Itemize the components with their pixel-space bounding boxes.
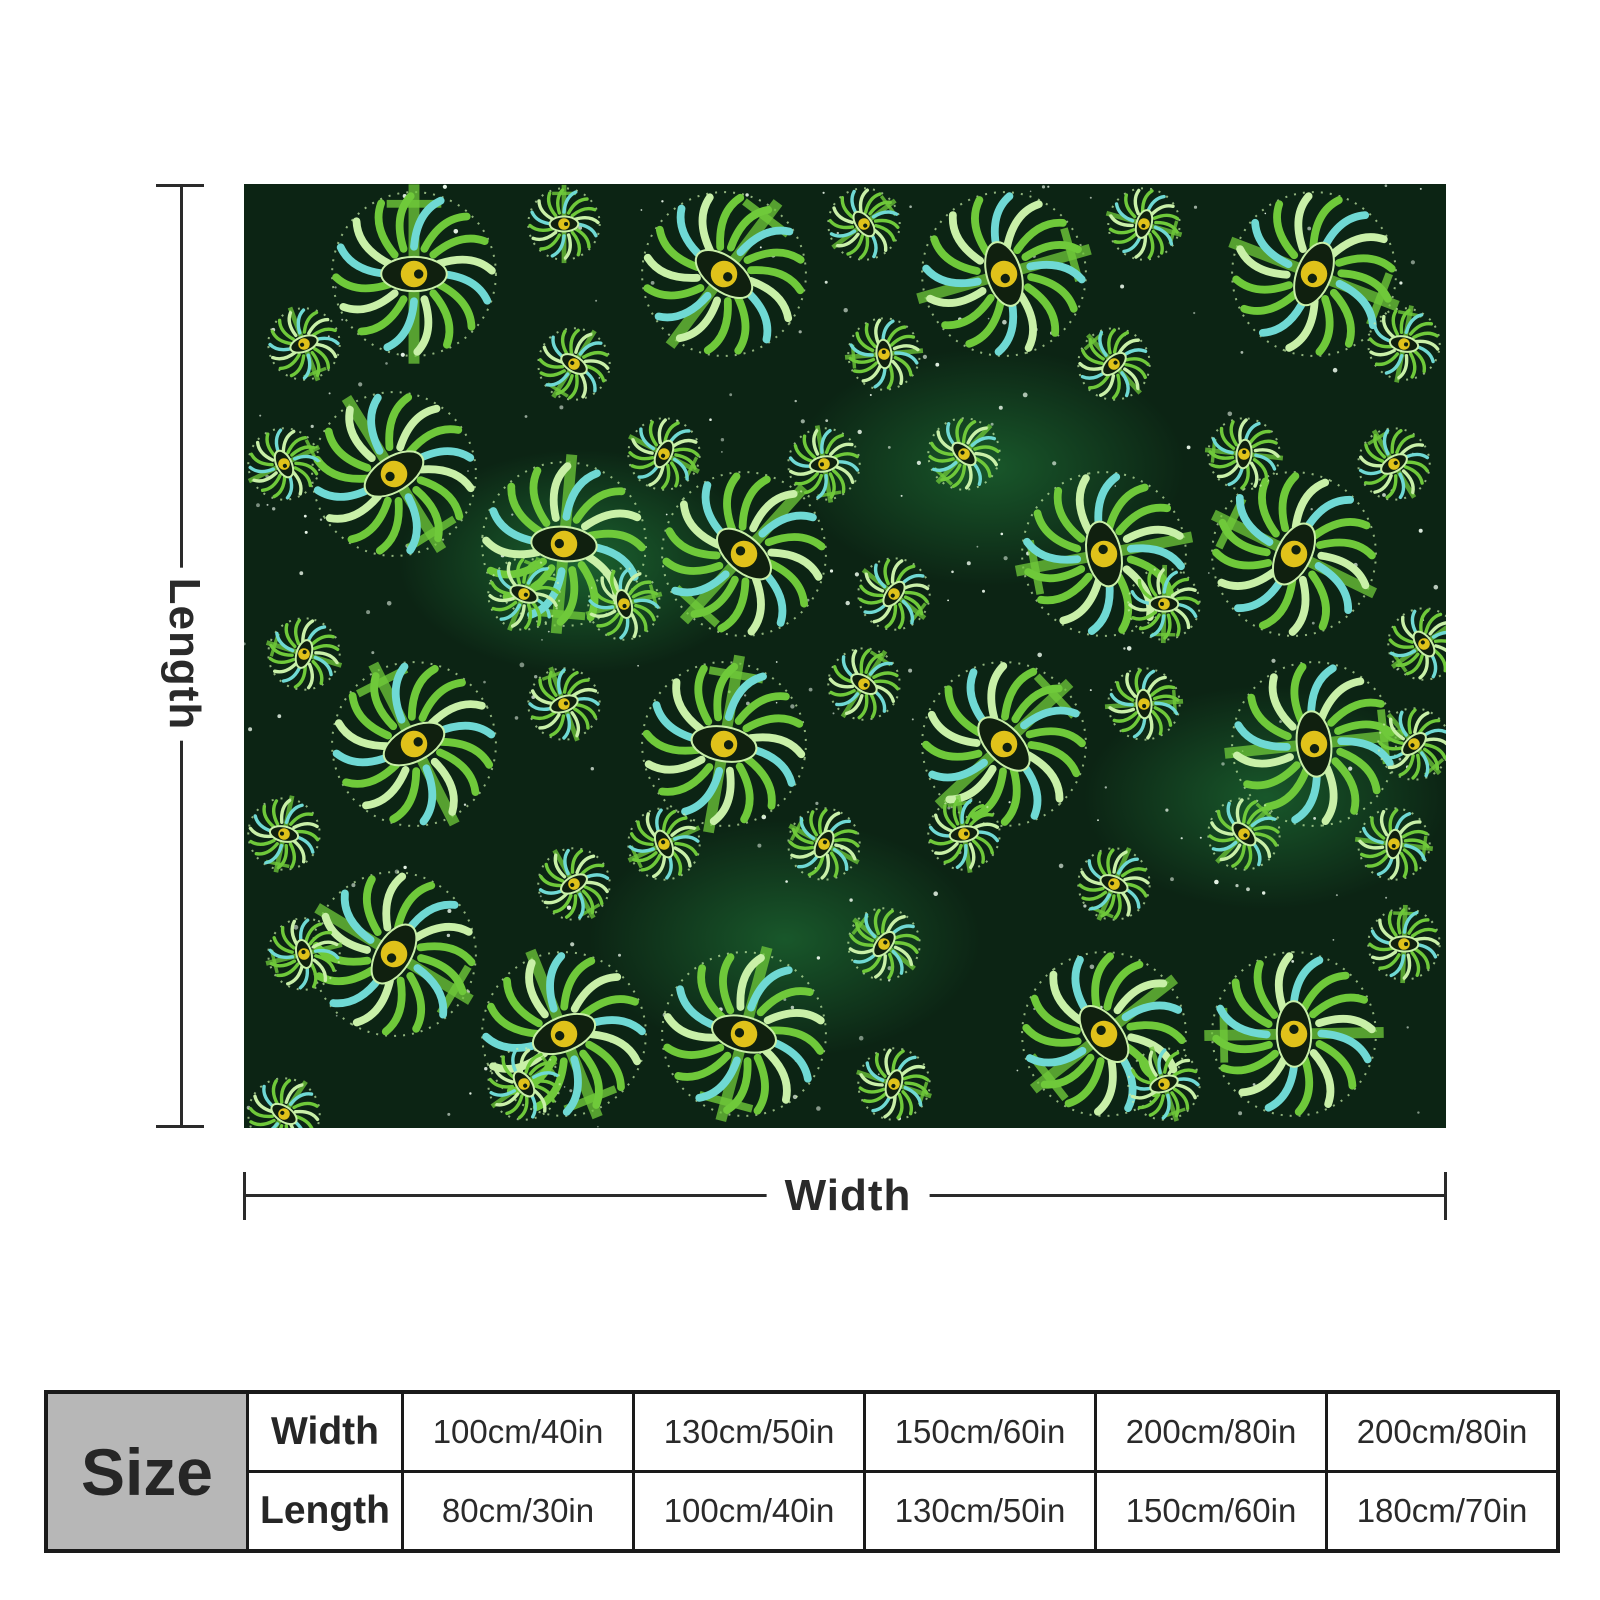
eye-sun-motif xyxy=(927,417,1001,491)
width-value: 200cm/80in xyxy=(1325,1390,1560,1473)
eye-sun-motif xyxy=(1077,847,1151,921)
eye-sun-motif xyxy=(1207,797,1281,871)
eye-sun-motif xyxy=(916,191,1092,357)
eye-sun-motif xyxy=(921,661,1087,827)
size-row-width: Size Width 100cm/40in 130cm/50in 150cm/6… xyxy=(44,1390,1560,1553)
eye-sun-motif xyxy=(1104,667,1184,741)
width-value: 100cm/40in xyxy=(401,1390,635,1473)
eye-sun-motif xyxy=(1367,904,1441,984)
eye-sun-motif xyxy=(787,807,861,881)
width-right-tick xyxy=(1444,1172,1447,1220)
eye-sun-motif xyxy=(661,945,827,1123)
eye-sun-motif xyxy=(311,391,477,557)
eye-sun-motif xyxy=(641,191,807,357)
length-value: 130cm/50in xyxy=(863,1470,1097,1553)
eye-sun-motif xyxy=(487,1047,561,1121)
eye-sun-motif xyxy=(1021,951,1187,1117)
eye-sun-motif xyxy=(1354,807,1434,881)
eye-sun-motif xyxy=(311,871,477,1037)
length-value: 150cm/60in xyxy=(1094,1470,1328,1553)
eye-sun-motif xyxy=(1105,187,1183,261)
eye-sun-motif xyxy=(265,617,343,691)
eye-sun-motif xyxy=(827,647,901,721)
size-row-length: Length 80cm/30in 100cm/40in 130cm/50in 1… xyxy=(46,1470,1560,1553)
eye-sun-motif xyxy=(527,184,601,264)
eye-sun-pattern xyxy=(244,184,1446,1128)
eye-sun-motif xyxy=(1224,661,1404,827)
blanket-image xyxy=(244,184,1446,1128)
width-row-label: Width xyxy=(246,1390,404,1473)
eye-sun-motif xyxy=(265,917,343,991)
eye-sun-motif xyxy=(331,184,497,364)
eye-sun-motif xyxy=(857,557,931,631)
eye-sun-motif xyxy=(1357,427,1431,501)
eye-sun-motif xyxy=(247,795,321,873)
eye-sun-motif xyxy=(927,795,1001,873)
eye-sun-motif xyxy=(1387,607,1446,681)
eye-sun-motif xyxy=(1210,471,1378,637)
eye-sun-motif xyxy=(847,907,921,981)
eye-sun-motif xyxy=(1127,1046,1201,1122)
eye-sun-motif xyxy=(627,807,701,881)
eye-sun-motif xyxy=(527,666,601,742)
eye-sun-motif xyxy=(247,1077,321,1128)
eye-sun-motif xyxy=(537,847,611,921)
length-value: 180cm/70in xyxy=(1325,1470,1560,1553)
eye-sun-motif xyxy=(627,417,701,491)
eye-sun-motif xyxy=(247,427,321,501)
width-value: 130cm/50in xyxy=(632,1390,866,1473)
width-value: 150cm/60in xyxy=(863,1390,1097,1473)
length-label: Length xyxy=(159,567,209,741)
eye-sun-motif xyxy=(267,306,341,382)
eye-sun-motif xyxy=(481,948,647,1120)
size-table: Size Width 100cm/40in 130cm/50in 150cm/6… xyxy=(44,1390,1560,1553)
length-value: 100cm/40in xyxy=(632,1470,866,1553)
eye-sun-motif xyxy=(827,187,901,261)
eye-sun-motif xyxy=(1367,305,1441,383)
eye-sun-motif xyxy=(661,471,827,637)
length-row-label: Length xyxy=(246,1470,404,1553)
eye-sun-motif xyxy=(844,317,924,391)
eye-sun-motif xyxy=(641,654,807,834)
eye-sun-motif xyxy=(331,661,497,827)
eye-sun-motif xyxy=(1228,191,1400,357)
length-bottom-tick xyxy=(156,1125,204,1128)
eye-sun-motif xyxy=(487,556,561,632)
eye-sun-motif xyxy=(585,567,663,641)
eye-sun-motif xyxy=(856,1047,932,1121)
eye-sun-motif xyxy=(1014,471,1194,637)
width-label: Width xyxy=(766,1171,930,1221)
eye-sun-motif xyxy=(1204,951,1384,1117)
eye-sun-motif xyxy=(537,327,611,401)
eye-sun-motif xyxy=(1204,417,1284,491)
size-title: Size xyxy=(44,1390,249,1553)
length-value: 80cm/30in xyxy=(401,1470,635,1553)
eye-sun-motif xyxy=(1077,327,1151,401)
width-value: 200cm/80in xyxy=(1094,1390,1328,1473)
